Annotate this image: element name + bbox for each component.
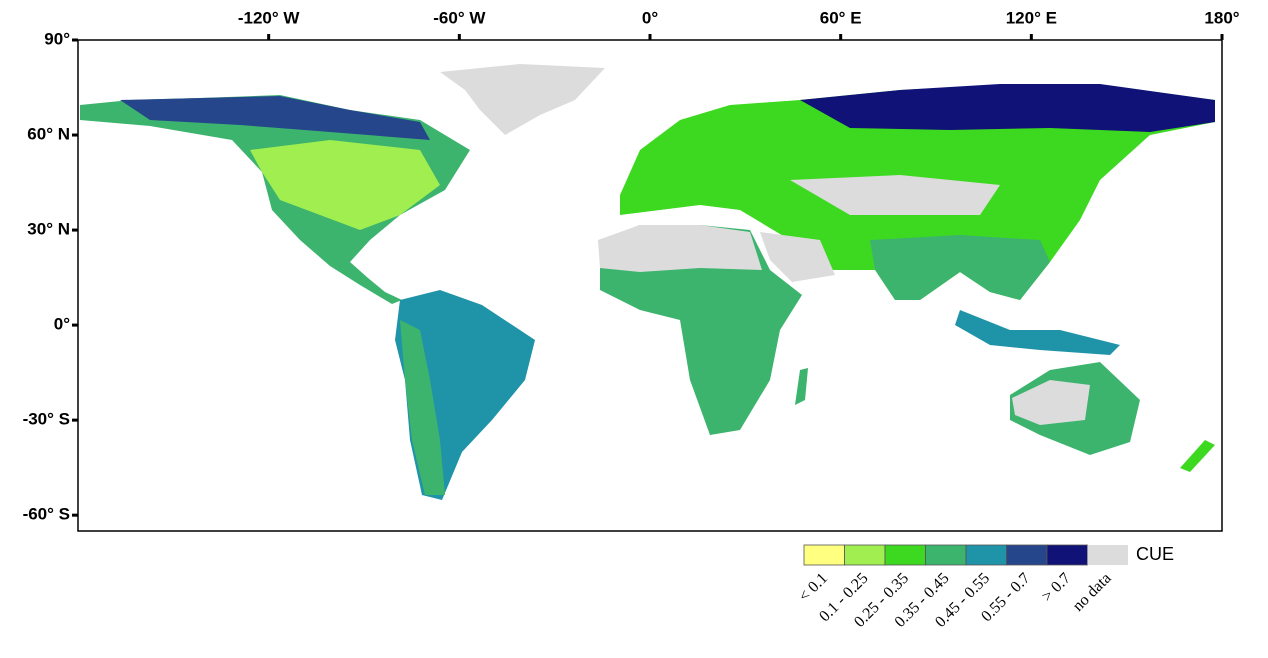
- legend-swatch: [965, 544, 1007, 566]
- land-masses: [80, 64, 1215, 500]
- legend-swatch: [803, 544, 845, 566]
- y-tick-label: 90°: [44, 29, 70, 48]
- siberia: [800, 84, 1215, 132]
- north-america-south: [250, 140, 440, 230]
- new-zealand: [1180, 440, 1215, 472]
- x-tick-label: 0°: [642, 8, 658, 27]
- legend-label: > 0.7: [1039, 570, 1074, 605]
- south-america-west: [400, 320, 445, 495]
- north-america-north: [120, 96, 430, 140]
- x-tick-label: 120° E: [1006, 8, 1057, 27]
- legend-swatch: [884, 544, 926, 566]
- legend-label: no data: [1070, 570, 1115, 615]
- y-tick-label: 30° N: [27, 220, 70, 239]
- arabia: [760, 232, 835, 282]
- legend-title: CUE: [1136, 544, 1174, 564]
- legend-swatch: [925, 544, 967, 566]
- legend-swatch: [1006, 544, 1048, 566]
- x-tick-label: -60° W: [433, 8, 486, 27]
- sahara: [598, 225, 762, 272]
- australia-interior: [1012, 380, 1090, 425]
- madagascar: [795, 368, 808, 405]
- x-tick-label: -120° W: [238, 8, 301, 27]
- x-tick-label: 60° E: [820, 8, 862, 27]
- central-asia-desert: [790, 175, 1000, 215]
- y-tick-label: 0°: [54, 315, 70, 334]
- legend-swatch: [1046, 544, 1088, 566]
- y-tick-label: -60° S: [23, 505, 70, 524]
- x-tick-label: 180°: [1204, 8, 1239, 27]
- southeast-asia: [870, 235, 1050, 300]
- y-tick-label: -30° S: [23, 410, 70, 429]
- legend-swatch: [1087, 545, 1128, 565]
- africa: [600, 225, 802, 435]
- legend-label: < 0.1: [796, 570, 831, 605]
- greenland: [440, 64, 605, 135]
- y-tick-label: 60° N: [27, 125, 70, 144]
- legend-swatch: [844, 544, 886, 566]
- indonesia: [955, 310, 1120, 355]
